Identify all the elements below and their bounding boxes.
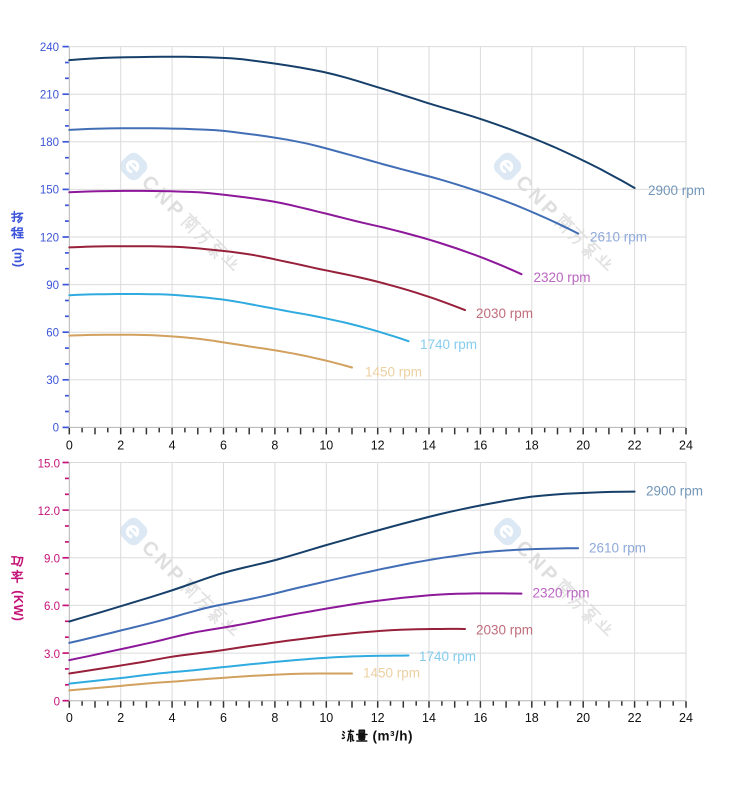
svg-text:4: 4: [169, 711, 176, 725]
svg-text:10: 10: [319, 438, 333, 452]
svg-text:1450 rpm: 1450 rpm: [363, 666, 420, 681]
svg-text:90: 90: [46, 280, 59, 292]
svg-text:(m): (m): [12, 248, 26, 267]
svg-text:6.0: 6.0: [44, 601, 60, 613]
svg-text:24: 24: [679, 438, 693, 452]
svg-text:0: 0: [66, 711, 73, 725]
svg-text:120: 120: [40, 232, 59, 244]
svg-text:(KW): (KW): [11, 590, 25, 621]
svg-text:2900 rpm: 2900 rpm: [648, 183, 705, 198]
svg-text:2900 rpm: 2900 rpm: [646, 484, 703, 499]
svg-text:9.0: 9.0: [44, 554, 60, 566]
svg-text:16: 16: [473, 438, 487, 452]
svg-text:20: 20: [576, 711, 590, 725]
svg-text:1740 rpm: 1740 rpm: [420, 337, 477, 352]
svg-text:2320 rpm: 2320 rpm: [533, 586, 590, 601]
svg-text:3.0: 3.0: [44, 649, 60, 661]
svg-text:30: 30: [46, 375, 59, 387]
svg-text:210: 210: [40, 90, 59, 102]
svg-text:2320 rpm: 2320 rpm: [534, 270, 591, 285]
svg-text:15.0: 15.0: [38, 458, 60, 470]
svg-text:10: 10: [319, 711, 333, 725]
svg-text:2610 rpm: 2610 rpm: [590, 229, 647, 244]
svg-text:150: 150: [40, 185, 59, 197]
svg-text:20: 20: [576, 438, 590, 452]
svg-text:16: 16: [473, 711, 487, 725]
svg-text:12: 12: [371, 711, 385, 725]
svg-text:2: 2: [117, 711, 124, 725]
svg-text:8: 8: [271, 438, 278, 452]
svg-text:6: 6: [220, 438, 227, 452]
svg-text:240: 240: [40, 42, 59, 54]
svg-text:22: 22: [628, 438, 642, 452]
svg-text:2030 rpm: 2030 rpm: [476, 622, 533, 637]
svg-text:0: 0: [54, 697, 60, 709]
svg-text:1740 rpm: 1740 rpm: [419, 649, 476, 664]
svg-text:22: 22: [628, 711, 642, 725]
svg-text:12.0: 12.0: [38, 506, 60, 518]
svg-text:18: 18: [525, 438, 539, 452]
svg-text:18: 18: [525, 711, 539, 725]
svg-text:0: 0: [53, 423, 59, 435]
svg-text:8: 8: [271, 711, 278, 725]
svg-text:14: 14: [422, 438, 436, 452]
svg-text:24: 24: [679, 711, 693, 725]
svg-text:0: 0: [66, 438, 73, 452]
svg-text:2030 rpm: 2030 rpm: [476, 306, 533, 321]
svg-text:60: 60: [46, 328, 59, 340]
svg-text:1450 rpm: 1450 rpm: [365, 364, 422, 379]
svg-text:12: 12: [371, 438, 385, 452]
svg-text:4: 4: [169, 438, 176, 452]
svg-text:2: 2: [117, 438, 124, 452]
svg-text:2610 rpm: 2610 rpm: [589, 540, 646, 555]
svg-text:6: 6: [220, 711, 227, 725]
svg-text:180: 180: [40, 137, 59, 149]
svg-text:14: 14: [422, 711, 436, 725]
svg-text:(m³/h): (m³/h): [373, 728, 414, 743]
